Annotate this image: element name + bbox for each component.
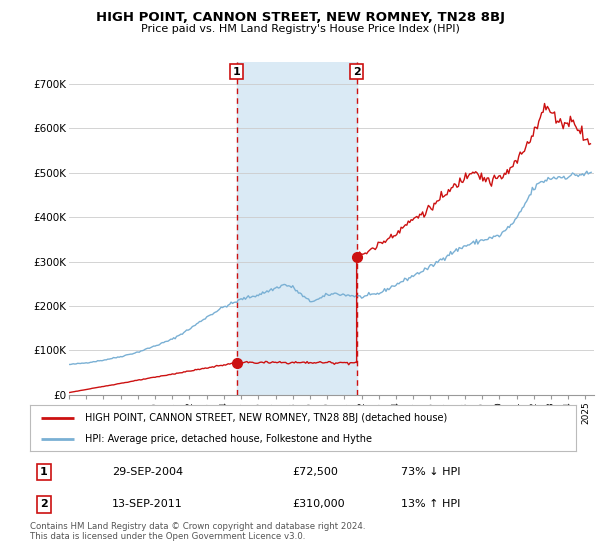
Text: 73% ↓ HPI: 73% ↓ HPI xyxy=(401,467,461,477)
Text: 2: 2 xyxy=(353,67,361,77)
Text: Contains HM Land Registry data © Crown copyright and database right 2024.
This d: Contains HM Land Registry data © Crown c… xyxy=(30,522,365,542)
Text: 2: 2 xyxy=(40,500,47,510)
Text: HIGH POINT, CANNON STREET, NEW ROMNEY, TN28 8BJ (detached house): HIGH POINT, CANNON STREET, NEW ROMNEY, T… xyxy=(85,413,447,423)
Text: £310,000: £310,000 xyxy=(292,500,345,510)
Text: 29-SEP-2004: 29-SEP-2004 xyxy=(112,467,183,477)
Text: HIGH POINT, CANNON STREET, NEW ROMNEY, TN28 8BJ: HIGH POINT, CANNON STREET, NEW ROMNEY, T… xyxy=(95,11,505,24)
Text: HPI: Average price, detached house, Folkestone and Hythe: HPI: Average price, detached house, Folk… xyxy=(85,435,371,444)
Text: 1: 1 xyxy=(233,67,241,77)
Bar xyxy=(237,62,356,395)
Text: £72,500: £72,500 xyxy=(292,467,338,477)
Text: Price paid vs. HM Land Registry's House Price Index (HPI): Price paid vs. HM Land Registry's House … xyxy=(140,24,460,34)
Text: 13-SEP-2011: 13-SEP-2011 xyxy=(112,500,182,510)
Text: 13% ↑ HPI: 13% ↑ HPI xyxy=(401,500,461,510)
Text: 1: 1 xyxy=(40,467,47,477)
